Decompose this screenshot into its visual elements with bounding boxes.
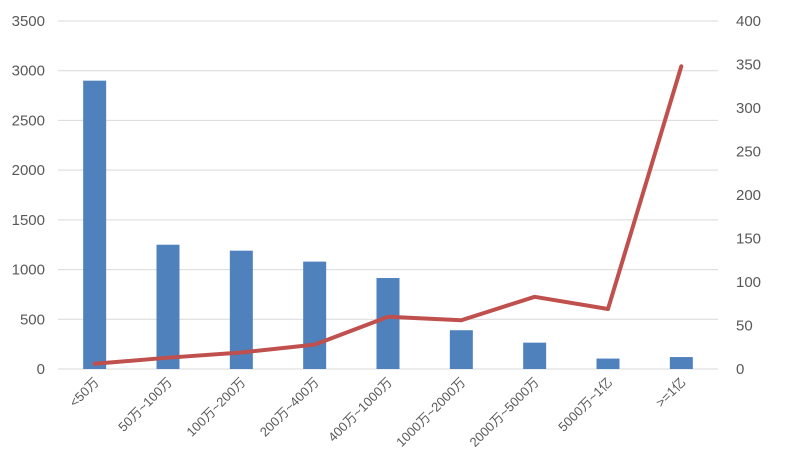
y-axis-left-tick-label: 0: [37, 361, 45, 378]
y-axis-left-tick-label: 3500: [12, 13, 45, 30]
y-axis-left-tick-label: 1500: [12, 212, 45, 229]
bar: [376, 278, 400, 369]
y-axis-right-tick-label: 0: [736, 361, 744, 378]
y-axis-right-tick-label: 200: [736, 187, 761, 204]
y-axis-right-tick-label: 400: [736, 13, 761, 30]
y-axis-left-tick-label: 2000: [12, 162, 45, 179]
bar: [156, 244, 180, 369]
y-axis-right-tick-label: 350: [736, 57, 761, 74]
y-axis-right-tick-label: 50: [736, 318, 753, 335]
y-axis-right-tick-label: 100: [736, 274, 761, 291]
data-line: [92, 64, 684, 366]
y-axis-left-tick-label: 1000: [12, 262, 45, 279]
bar: [449, 330, 473, 369]
bar: [669, 357, 693, 369]
bar: [303, 261, 327, 369]
bar: [229, 250, 253, 369]
bar: [596, 358, 620, 369]
y-axis-right-tick-label: 250: [736, 144, 761, 161]
y-axis-right-tick-label: 300: [736, 100, 761, 117]
bar: [523, 342, 547, 369]
y-axis-left-tick-label: 2500: [12, 112, 45, 129]
y-axis-right-tick-label: 150: [736, 231, 761, 248]
y-axis-left-tick-label: 500: [20, 311, 45, 328]
y-axis-left-tick-label: 3000: [12, 63, 45, 80]
bar: [83, 80, 107, 370]
